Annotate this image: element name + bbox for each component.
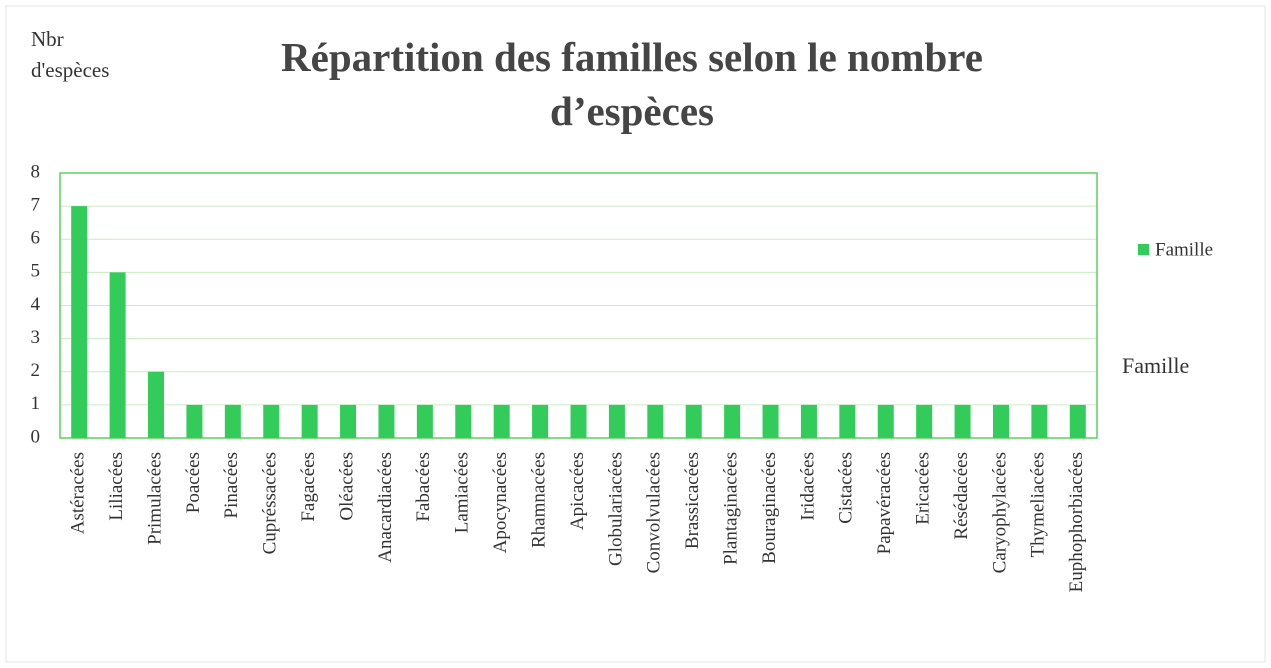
bar [762,404,779,438]
x-tick-label: Pinacées [221,452,242,518]
x-tick-label: Poacées [183,452,204,513]
x-tick-label: Primulacées [144,452,165,545]
bar [1031,404,1048,438]
x-tick-label: Caryophylacées [989,452,1010,573]
y-tick-label: 7 [31,194,41,215]
bar [340,404,357,438]
bar [916,404,933,438]
bar [570,404,587,438]
x-tick-label: Cupréssacées [260,452,281,554]
bar [800,404,817,438]
x-tick-label: Fabacées [413,452,434,522]
x-tick-label: Ericacées [913,452,934,525]
x-tick-label: Rhamnacées [528,452,549,548]
x-tick-label: Apicacées [567,452,588,530]
bar [301,404,318,438]
x-tick-label: Thymeliacées [1028,452,1049,558]
y-tick-label: 8 [31,161,41,182]
bar [877,404,894,438]
y-tick-label: 0 [31,426,41,447]
bar [954,404,971,438]
x-tick-label: Résédacées [951,452,972,540]
bar [839,404,856,438]
bar [685,404,702,438]
x-tick-label: Oléacées [336,452,357,521]
y-tick-label: 2 [31,360,41,381]
x-tick-label: Liliacées [106,452,127,521]
bar [148,371,165,438]
bar [71,206,88,438]
bar [992,404,1009,438]
bar [724,404,741,438]
bar [532,404,549,438]
y-tick-label: 4 [31,294,41,315]
x-tick-label: Fagacées [298,452,319,522]
x-tick-label: Iridacées [797,452,818,521]
bar [493,404,510,438]
x-tick-label: Globulariacées [605,452,626,566]
x-tick-label: Euphophorbiacées [1066,452,1087,592]
x-tick-label: Plantaginacées [720,452,741,565]
bar [263,404,280,438]
bar [109,272,126,438]
x-tick-label: Anacardiacées [375,452,396,563]
x-tick-label: Convolvulacées [644,452,665,573]
bar [186,404,203,438]
y-tick-label: 1 [31,393,41,414]
bar [608,404,625,438]
x-tick-label: Brassicacées [682,452,703,549]
bar [378,404,395,438]
y-axis-label: Nbr d'espèces [31,27,110,82]
x-tick-label: Astéracées [68,452,89,534]
bar [455,404,472,438]
bar [1069,404,1086,438]
chart-title: Répartition des familles selon le nombre… [281,34,983,134]
x-tick-label: Bouraginacées [759,452,780,564]
bar [416,404,433,438]
x-tick-label: Lamiacées [452,452,473,533]
frame [5,5,1266,663]
y-tick-label: 3 [31,327,41,348]
legend-swatch [1138,244,1149,255]
x-tick-label: Apocynacées [490,452,511,553]
y-tick-label: 6 [31,228,41,249]
x-tick-label: Papavéracées [874,452,895,554]
legend-label: Famille [1155,239,1213,260]
x-tick-label: Cistacées [836,452,857,524]
y-tick-label: 5 [31,261,41,282]
bar [224,404,241,438]
x-axis-label: Famille [1122,353,1189,378]
bar [647,404,664,438]
